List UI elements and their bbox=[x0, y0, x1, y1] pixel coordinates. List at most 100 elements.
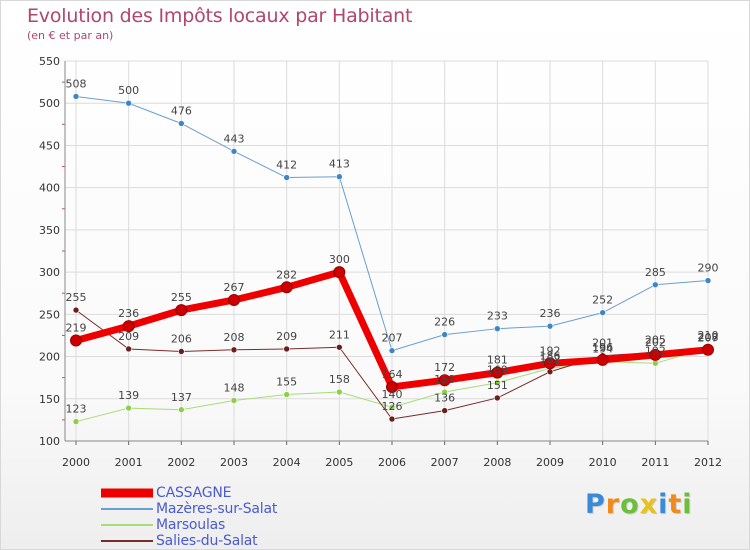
data-point bbox=[178, 120, 185, 127]
data-point bbox=[652, 360, 659, 367]
data-label: 500 bbox=[118, 84, 139, 97]
data-point bbox=[704, 277, 712, 284]
data-label: 508 bbox=[66, 77, 87, 90]
data-label: 282 bbox=[276, 268, 297, 281]
data-point bbox=[652, 281, 659, 289]
series-markers bbox=[70, 93, 714, 425]
data-label: 443 bbox=[224, 132, 245, 145]
data-point bbox=[546, 322, 554, 330]
x-tick-label: 2007 bbox=[431, 456, 459, 469]
data-label: 207 bbox=[382, 332, 403, 345]
x-axis-ticks: 2000 2001 2002 2003 2004 2005 2006 2007 2008 2009… bbox=[62, 456, 722, 469]
data-label: 201 bbox=[592, 337, 613, 350]
legend-swatch bbox=[101, 488, 153, 498]
legend-swatch bbox=[101, 540, 153, 542]
data-point bbox=[438, 374, 451, 387]
chart-title: Evolution des Impôts locaux par Habitant bbox=[27, 5, 413, 27]
y-tick-label: 450 bbox=[39, 139, 60, 152]
data-point bbox=[122, 320, 135, 333]
proxiti-logo: Proxiti bbox=[585, 489, 693, 520]
data-point bbox=[388, 415, 396, 423]
data-label: 158 bbox=[329, 373, 350, 386]
data-label: 205 bbox=[645, 333, 666, 346]
data-label: 139 bbox=[118, 389, 139, 402]
y-tick-label: 300 bbox=[39, 266, 60, 279]
data-label: 236 bbox=[540, 307, 561, 320]
data-label: 186 bbox=[540, 349, 561, 362]
logo-letter: x bbox=[639, 489, 659, 520]
x-tick-label: 2006 bbox=[378, 456, 406, 469]
data-point bbox=[178, 348, 185, 355]
data-label: 169 bbox=[487, 364, 508, 377]
data-point bbox=[283, 345, 290, 353]
data-label: 290 bbox=[698, 262, 719, 275]
legend-swatch bbox=[101, 508, 153, 510]
data-label: 151 bbox=[487, 379, 508, 392]
legend-label: Mazères-sur-Salat bbox=[156, 501, 278, 517]
chart-subtitle: (en € et par an) bbox=[27, 29, 114, 42]
data-label: 137 bbox=[171, 391, 192, 404]
data-label: 126 bbox=[382, 400, 403, 413]
x-tick-label: 2004 bbox=[273, 456, 301, 469]
data-point bbox=[178, 406, 185, 414]
data-label: 123 bbox=[66, 403, 87, 416]
data-point bbox=[280, 281, 293, 294]
y-tick-label: 350 bbox=[39, 224, 60, 237]
data-point bbox=[386, 380, 398, 393]
data-label: 236 bbox=[118, 307, 139, 320]
data-label: 267 bbox=[224, 281, 245, 294]
logo-letter: o bbox=[620, 489, 640, 520]
data-point bbox=[333, 266, 346, 279]
data-point bbox=[175, 304, 188, 317]
data-label: 208 bbox=[698, 331, 719, 344]
data-label: 252 bbox=[592, 294, 613, 307]
data-point bbox=[702, 343, 714, 356]
y-tick-label: 550 bbox=[39, 55, 60, 68]
data-label: 206 bbox=[171, 332, 192, 345]
data-label: 209 bbox=[118, 330, 139, 343]
y-tick-label: 250 bbox=[39, 308, 60, 321]
logo-letter: P bbox=[585, 489, 606, 520]
data-point bbox=[72, 418, 80, 425]
data-label: 226 bbox=[434, 316, 455, 329]
y-tick-label: 150 bbox=[39, 393, 60, 406]
data-label: 136 bbox=[434, 392, 455, 405]
data-point bbox=[336, 343, 343, 351]
data-label: 412 bbox=[276, 159, 297, 172]
data-label: 210 bbox=[698, 329, 719, 342]
data-label: 255 bbox=[171, 291, 192, 304]
data-label: 219 bbox=[66, 322, 87, 335]
data-point bbox=[546, 368, 554, 376]
data-point bbox=[388, 403, 396, 411]
data-label: 285 bbox=[645, 266, 666, 279]
x-tick-label: 2011 bbox=[641, 456, 669, 469]
data-point bbox=[441, 407, 448, 414]
data-point bbox=[230, 346, 238, 354]
data-label: 202 bbox=[645, 336, 666, 349]
data-point bbox=[494, 325, 501, 332]
legend-label: CASSAGNE bbox=[156, 485, 232, 501]
x-tick-label: 2001 bbox=[115, 456, 143, 469]
y-tick-label: 200 bbox=[39, 351, 60, 364]
x-tick-label: 2008 bbox=[483, 456, 511, 469]
data-label: 172 bbox=[434, 361, 455, 374]
data-label: 211 bbox=[329, 328, 350, 341]
x-tick-label: 2010 bbox=[589, 456, 617, 469]
data-point bbox=[441, 331, 448, 338]
axes bbox=[62, 61, 709, 445]
data-point bbox=[441, 388, 448, 396]
data-point bbox=[649, 348, 662, 361]
data-label: 158 bbox=[434, 373, 455, 386]
data-point bbox=[283, 391, 290, 398]
data-label: 300 bbox=[329, 253, 350, 266]
data-label: 476 bbox=[171, 104, 192, 117]
data-point bbox=[230, 397, 238, 404]
x-tick-label: 2009 bbox=[536, 456, 564, 469]
data-point bbox=[230, 148, 238, 155]
data-labels: 219 236 255 267 282 300 164 172 181 192 196 202 208 5… bbox=[66, 77, 719, 415]
data-point bbox=[125, 99, 132, 107]
data-point bbox=[72, 93, 80, 100]
data-label: 233 bbox=[487, 310, 508, 323]
data-point bbox=[283, 174, 290, 181]
data-point bbox=[228, 293, 240, 306]
